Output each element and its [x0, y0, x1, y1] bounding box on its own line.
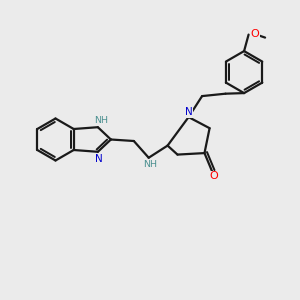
Text: O: O — [251, 29, 260, 39]
Text: N: N — [95, 154, 103, 164]
Text: NH: NH — [143, 160, 157, 169]
Text: N: N — [185, 107, 193, 117]
Text: O: O — [209, 172, 218, 182]
Text: NH: NH — [94, 116, 108, 124]
